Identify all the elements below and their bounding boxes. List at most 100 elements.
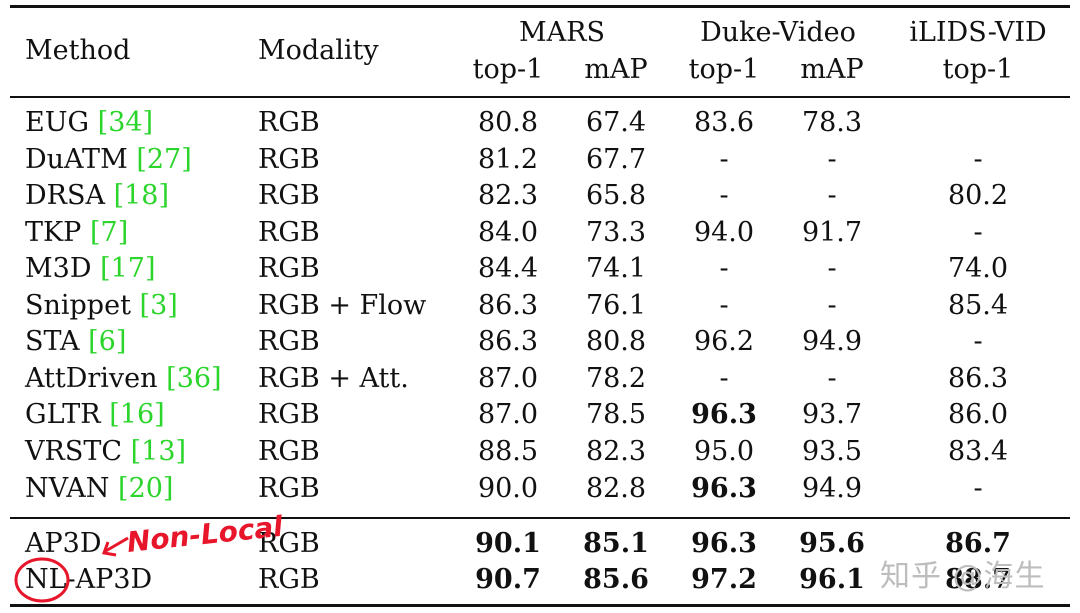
citation-link[interactable]: 20	[128, 473, 163, 504]
value-cell: 86.0	[947, 399, 1009, 430]
value-cell: 96.3	[691, 528, 757, 559]
citation-link[interactable]: 34	[108, 107, 143, 138]
value-cell: 74.1	[585, 253, 647, 284]
value-cell: 97.2	[691, 564, 757, 595]
value-cell: 96.2	[693, 326, 755, 357]
arrow-shaft	[103, 536, 129, 554]
value-cell: -	[973, 326, 983, 357]
method-name: AttDriven [36]	[25, 363, 222, 394]
value-cell: 81.2	[477, 144, 539, 175]
value-cell: 86.7	[945, 528, 1011, 559]
value-cell: -	[827, 290, 837, 321]
header-group-duke: Duke-Video	[700, 17, 856, 48]
citation-link[interactable]: 6	[98, 326, 116, 357]
method-label: STA	[25, 326, 80, 357]
value-cell: 65.8	[585, 180, 647, 211]
top-rule	[10, 5, 1070, 8]
value-cell: 90.0	[477, 473, 539, 504]
value-cell: 85.4	[947, 290, 1009, 321]
method-label: TKP	[25, 217, 82, 248]
value-cell: -	[719, 253, 729, 284]
citation-link[interactable]: 18	[124, 180, 159, 211]
citation-link[interactable]: 16	[119, 399, 155, 430]
modality: RGB	[258, 253, 320, 284]
value-cell: 93.5	[801, 436, 863, 467]
modality: RGB	[258, 107, 320, 138]
value-cell: 80.2	[947, 180, 1009, 211]
value-cell: -	[827, 363, 837, 394]
value-cell: -	[719, 290, 729, 321]
bottom-rule	[10, 604, 1070, 607]
modality: RGB	[258, 399, 320, 430]
value-cell: 86.3	[477, 290, 539, 321]
modality: RGB	[258, 473, 320, 504]
header-group-ilids: iLIDS-VID	[909, 17, 1047, 48]
value-cell: 84.4	[477, 253, 539, 284]
value-cell: -	[719, 363, 729, 394]
method-label: M3D	[25, 253, 92, 284]
method-label: Snippet	[25, 290, 131, 321]
value-cell: 82.3	[585, 436, 647, 467]
citation-link[interactable]: 36	[176, 363, 212, 394]
modality: RGB + Att.	[258, 363, 409, 394]
value-cell: 83.4	[947, 436, 1009, 467]
citation-link[interactable]: 13	[141, 436, 176, 467]
header-duke-map: mAP	[800, 54, 864, 85]
method-name: VRSTC [13]	[25, 436, 187, 467]
citation-link[interactable]: 3	[150, 290, 168, 321]
watermark: 知乎 @海生	[880, 559, 1046, 594]
value-cell: 82.3	[477, 180, 539, 211]
method-label: VRSTC	[25, 436, 122, 467]
method-label: NL-AP3D	[25, 564, 153, 595]
value-cell: 95.0	[693, 436, 755, 467]
value-cell: -	[719, 180, 729, 211]
value-cell: 82.8	[585, 473, 647, 504]
method-label: DuATM	[25, 144, 128, 175]
method-name: TKP [7]	[25, 217, 129, 248]
header-mars-top1: top-1	[472, 54, 544, 85]
modality: RGB	[258, 528, 320, 559]
value-cell: 94.0	[693, 217, 755, 248]
value-cell: 78.5	[585, 399, 647, 430]
arrow-head	[101, 541, 117, 557]
header-rule	[10, 96, 1070, 98]
value-cell: 91.7	[801, 217, 863, 248]
value-cell: 78.2	[585, 363, 647, 394]
method-name: GLTR [16]	[25, 399, 165, 430]
method-name: AP3D	[25, 526, 102, 562]
citation-link[interactable]: 27	[146, 144, 182, 175]
method-name: Snippet [3]	[25, 290, 178, 321]
method-label: AttDriven	[25, 363, 158, 394]
modality: RGB	[258, 217, 320, 248]
value-cell: 90.7	[475, 564, 541, 595]
modality: RGB + Flow	[258, 290, 427, 321]
header-ilids-top1: top-1	[942, 54, 1014, 85]
value-cell: 96.3	[691, 473, 757, 504]
value-cell: 83.6	[693, 107, 755, 138]
value-cell: 94.9	[801, 473, 863, 504]
citation-link[interactable]: 17	[110, 253, 145, 284]
value-cell: 80.8	[477, 107, 539, 138]
value-cell: 96.3	[691, 399, 757, 430]
header-modality: Modality	[258, 35, 379, 66]
citation-link[interactable]: 7	[100, 217, 118, 248]
modality: RGB	[258, 564, 320, 595]
value-cell: 90.1	[475, 528, 541, 559]
method-label: EUG	[25, 107, 90, 138]
value-cell: -	[719, 144, 729, 175]
value-cell: 78.3	[801, 107, 863, 138]
value-cell: 96.1	[799, 564, 865, 595]
header-group-mars: MARS	[519, 17, 605, 48]
modality: RGB	[258, 326, 320, 357]
method-label: DRSA	[25, 180, 105, 211]
method-name: STA [6]	[25, 326, 127, 357]
value-cell: -	[973, 473, 983, 504]
value-cell: 73.3	[585, 217, 647, 248]
value-cell: 88.5	[477, 436, 539, 467]
method-name: DuATM [27]	[25, 144, 192, 175]
value-cell: 94.9	[801, 326, 863, 357]
value-cell: 67.7	[585, 144, 647, 175]
value-cell: -	[827, 253, 837, 284]
